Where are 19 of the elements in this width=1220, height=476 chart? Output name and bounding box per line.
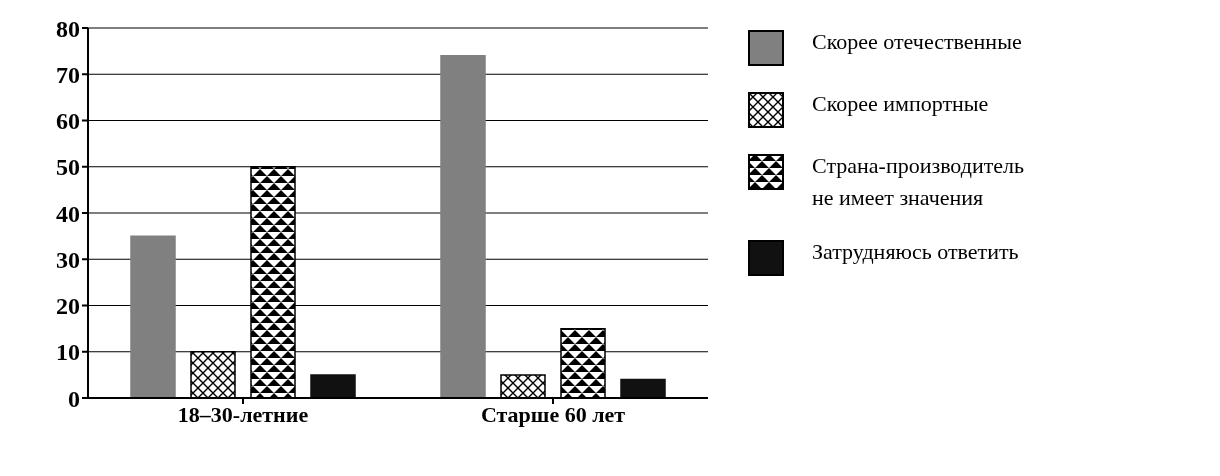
bar xyxy=(130,235,176,398)
y-tick-label: 80 xyxy=(56,15,80,42)
y-tick-label: 50 xyxy=(56,154,80,181)
y-tick-label: 20 xyxy=(56,293,80,320)
legend-label: Затрудняюсь ответить xyxy=(812,238,1020,266)
y-tick-label: 70 xyxy=(56,61,80,88)
y-tick-label: 30 xyxy=(56,246,80,273)
y-tick-label: 10 xyxy=(56,339,80,366)
y-tick-label: 60 xyxy=(56,108,80,135)
x-tick-label: Старше 60 лет xyxy=(480,401,626,427)
bar xyxy=(620,378,666,398)
y-tick-label: 0 xyxy=(68,385,80,412)
legend-label: Страна-производитель не имеет значения xyxy=(812,152,1026,212)
x-tick-label: 18–30-летние xyxy=(177,401,309,427)
legend-label: Скорее отечественные xyxy=(812,28,1023,56)
bar xyxy=(440,55,486,398)
y-tick-label: 40 xyxy=(56,200,80,227)
bar xyxy=(310,374,356,398)
legend-label: Скорее импортные xyxy=(812,90,990,118)
